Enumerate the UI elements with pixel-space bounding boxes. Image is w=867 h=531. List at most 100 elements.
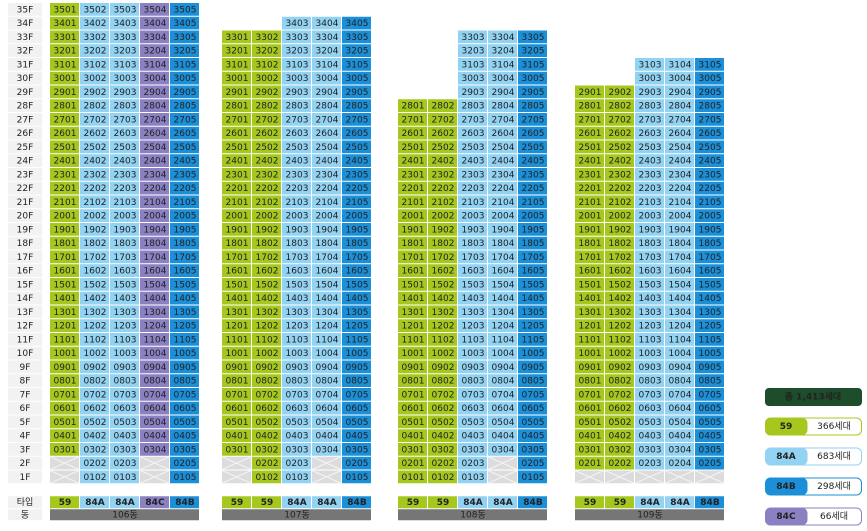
- unit-number: 2204: [492, 184, 515, 194]
- unit-number: 1801: [402, 239, 425, 249]
- unit-number: 0401: [579, 432, 602, 442]
- unit-cell: [252, 443, 281, 456]
- unit-cell: [252, 223, 281, 236]
- unit-number: 3304: [144, 33, 167, 43]
- unit-cell: [635, 415, 664, 429]
- unit-number: 2901: [226, 88, 249, 98]
- unit-number: 2205: [699, 184, 722, 194]
- type-cell: [488, 496, 517, 509]
- unit-cell: [575, 305, 604, 319]
- unit-cell: [635, 99, 664, 112]
- unit-cell: [110, 346, 139, 360]
- unit-number: 3304: [316, 33, 339, 43]
- unit-cell: [342, 99, 371, 112]
- unit-number: 2604: [144, 129, 167, 139]
- unit-cell: [665, 388, 694, 401]
- unit-cell: [170, 71, 199, 85]
- unit-number: 0902: [256, 363, 279, 373]
- unit-cell: [695, 443, 724, 456]
- unit-cell: [518, 278, 547, 291]
- unit-number: 2505: [346, 143, 369, 153]
- unit-cell: [488, 30, 517, 44]
- unit-cell: [222, 250, 251, 264]
- type-name: 59: [437, 498, 450, 508]
- unit-number: 2804: [316, 102, 339, 112]
- unit-cell: [312, 333, 341, 346]
- unit-number: 1105: [699, 335, 722, 345]
- unit-cell: [252, 181, 281, 195]
- unit-number: 0801: [579, 377, 602, 387]
- unit-number: 0303: [286, 445, 309, 455]
- unit-number: 1102: [84, 335, 107, 345]
- unit-number: 0704: [669, 390, 692, 400]
- unit-cell: [398, 154, 427, 167]
- unit-number: 3302: [256, 33, 279, 43]
- unit-cell: [458, 126, 487, 140]
- unit-number: 0902: [432, 363, 455, 373]
- unit-number: 3002: [84, 74, 107, 84]
- unit-number: 1804: [316, 239, 339, 249]
- unit-number: 2203: [286, 184, 309, 194]
- unit-number: 1403: [286, 294, 309, 304]
- unit-number: 0302: [84, 445, 107, 455]
- unit-cell: [428, 236, 457, 250]
- unit-number: 1901: [579, 225, 602, 235]
- unit-number: 1305: [522, 308, 545, 318]
- unit-cell: [140, 154, 169, 167]
- unit-number: 1903: [286, 225, 309, 235]
- unit-cell: [312, 250, 341, 264]
- floor-label: 8F: [20, 377, 31, 387]
- unit-cell: [575, 154, 604, 167]
- unit-cell: [80, 360, 109, 374]
- unit-number: 1301: [54, 308, 77, 318]
- unit-cell: [665, 443, 694, 456]
- unit-cell: [252, 401, 281, 415]
- unit-cell: [110, 388, 139, 401]
- type-name: 84A: [493, 498, 513, 508]
- unit-number: 1601: [402, 267, 425, 277]
- unit-number: 1305: [699, 308, 722, 318]
- unit-cell: [428, 154, 457, 167]
- unit-cell: [282, 319, 311, 332]
- unit-cell: [222, 374, 251, 387]
- unit-number: 2005: [346, 212, 369, 222]
- unit-number: 3203: [462, 47, 485, 57]
- unit-cell: [80, 195, 109, 209]
- unit-number: 0301: [54, 445, 77, 455]
- unit-cell: [312, 305, 341, 319]
- unit-cell: [635, 223, 664, 236]
- unit-number: 2702: [84, 115, 107, 125]
- unit-cell: [170, 58, 199, 71]
- unit-cell: [50, 443, 79, 456]
- unit-cell: [518, 374, 547, 387]
- unit-number: 2805: [699, 102, 722, 112]
- unit-number: 1403: [114, 294, 137, 304]
- unit-cell: [518, 168, 547, 181]
- unit-cell: [428, 223, 457, 236]
- unit-cell: [428, 305, 457, 319]
- unit-cell: [488, 264, 517, 277]
- unit-number: 3202: [256, 47, 279, 57]
- unit-cell: [605, 333, 634, 346]
- unit-cell: [140, 85, 169, 99]
- unit-number: 2502: [609, 143, 632, 153]
- type-cell: [312, 496, 341, 509]
- unit-number: 0405: [522, 432, 545, 442]
- unit-cell: [252, 195, 281, 209]
- unit-cell: [80, 443, 109, 456]
- floor-label: 27F: [17, 115, 34, 125]
- unit-number: 1403: [639, 294, 662, 304]
- unit-cell: [282, 346, 311, 360]
- unit-number: 0704: [492, 390, 515, 400]
- unit-number: 1404: [492, 294, 515, 304]
- unit-number: 2001: [54, 212, 77, 222]
- unit-cell: [50, 71, 79, 85]
- unit-cell: [170, 374, 199, 387]
- unit-number: 0202: [609, 459, 632, 469]
- unit-number: 2601: [402, 129, 425, 139]
- unit-cell: [518, 195, 547, 209]
- unit-cell: [605, 415, 634, 429]
- unit-number: 1001: [226, 349, 249, 359]
- unit-number: 0404: [669, 432, 692, 442]
- unit-cell: [222, 278, 251, 291]
